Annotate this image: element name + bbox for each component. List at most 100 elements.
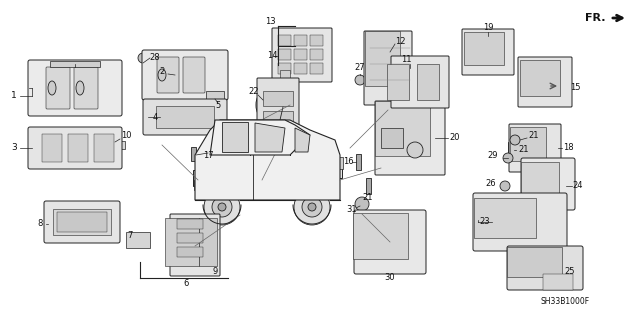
Bar	[193, 170, 201, 186]
Text: 6: 6	[183, 279, 189, 288]
FancyBboxPatch shape	[507, 246, 583, 290]
Bar	[193, 180, 198, 190]
Bar	[165, 218, 199, 266]
Bar	[508, 142, 513, 158]
Bar	[381, 128, 403, 148]
FancyBboxPatch shape	[170, 214, 220, 276]
FancyBboxPatch shape	[473, 193, 567, 251]
Text: 14: 14	[267, 51, 277, 61]
Polygon shape	[210, 120, 310, 155]
FancyBboxPatch shape	[28, 60, 122, 116]
Bar	[337, 157, 343, 169]
Text: 12: 12	[395, 38, 405, 47]
Bar	[278, 63, 291, 73]
Text: 21: 21	[528, 131, 538, 140]
Bar	[520, 60, 560, 96]
Text: 17: 17	[203, 151, 213, 160]
Bar	[521, 162, 559, 198]
Text: 28: 28	[150, 53, 160, 62]
FancyBboxPatch shape	[28, 127, 122, 169]
Circle shape	[308, 203, 316, 211]
Text: 29: 29	[488, 152, 498, 160]
Circle shape	[212, 197, 232, 217]
Bar	[177, 247, 203, 257]
Bar	[263, 110, 293, 125]
Bar	[105, 141, 125, 149]
Bar	[464, 32, 504, 64]
FancyBboxPatch shape	[74, 67, 98, 109]
Bar	[278, 48, 291, 60]
Ellipse shape	[158, 69, 166, 81]
Text: 23: 23	[479, 218, 490, 226]
Circle shape	[355, 197, 369, 211]
Circle shape	[500, 181, 510, 191]
Bar	[177, 233, 203, 243]
Circle shape	[503, 153, 513, 163]
Bar	[280, 70, 290, 80]
Text: FR.: FR.	[585, 13, 605, 23]
Text: 2: 2	[159, 68, 164, 77]
Circle shape	[510, 135, 520, 145]
FancyBboxPatch shape	[518, 57, 572, 107]
FancyBboxPatch shape	[142, 50, 228, 100]
Circle shape	[407, 142, 423, 158]
Text: 30: 30	[385, 273, 396, 283]
Bar	[353, 213, 408, 259]
Bar	[310, 63, 323, 73]
Text: 25: 25	[564, 268, 575, 277]
Bar	[310, 34, 323, 46]
Circle shape	[218, 203, 226, 211]
FancyBboxPatch shape	[272, 28, 332, 82]
Text: 16: 16	[342, 158, 353, 167]
FancyBboxPatch shape	[391, 56, 449, 108]
Bar	[355, 154, 360, 170]
FancyBboxPatch shape	[257, 78, 299, 152]
Bar	[199, 218, 217, 266]
Circle shape	[355, 75, 365, 85]
Text: 7: 7	[127, 231, 132, 240]
Polygon shape	[255, 123, 285, 152]
Ellipse shape	[260, 96, 270, 114]
Bar	[543, 274, 573, 290]
Ellipse shape	[76, 81, 84, 95]
Bar	[294, 34, 307, 46]
Bar	[126, 232, 150, 248]
Text: 13: 13	[265, 18, 275, 26]
Text: 21: 21	[519, 145, 529, 154]
Circle shape	[237, 169, 243, 175]
Bar	[310, 48, 323, 60]
Ellipse shape	[48, 81, 56, 95]
Bar	[94, 134, 114, 162]
Bar	[156, 106, 214, 128]
Text: 4: 4	[152, 113, 157, 122]
Circle shape	[302, 197, 322, 217]
FancyBboxPatch shape	[183, 57, 205, 93]
Bar	[191, 147, 195, 161]
Ellipse shape	[256, 91, 274, 119]
Bar	[365, 178, 371, 194]
Text: SH33B1000F: SH33B1000F	[540, 298, 589, 307]
Circle shape	[204, 189, 240, 225]
Bar	[365, 31, 399, 85]
Polygon shape	[295, 128, 310, 152]
Bar	[387, 64, 409, 100]
Text: 24: 24	[573, 182, 583, 190]
Bar	[53, 209, 111, 235]
Bar	[206, 91, 224, 99]
FancyBboxPatch shape	[46, 67, 70, 109]
Circle shape	[294, 189, 330, 225]
Bar	[50, 61, 100, 67]
FancyBboxPatch shape	[44, 201, 120, 243]
Bar	[42, 134, 62, 162]
Bar	[474, 198, 536, 238]
Text: 1: 1	[11, 92, 17, 100]
Text: 3: 3	[11, 144, 17, 152]
Polygon shape	[222, 122, 248, 152]
Circle shape	[138, 53, 148, 63]
Text: 21: 21	[363, 194, 373, 203]
Text: 10: 10	[121, 131, 131, 140]
Bar	[57, 212, 107, 232]
Bar	[177, 219, 203, 229]
FancyBboxPatch shape	[354, 210, 426, 274]
Text: 27: 27	[355, 63, 365, 72]
